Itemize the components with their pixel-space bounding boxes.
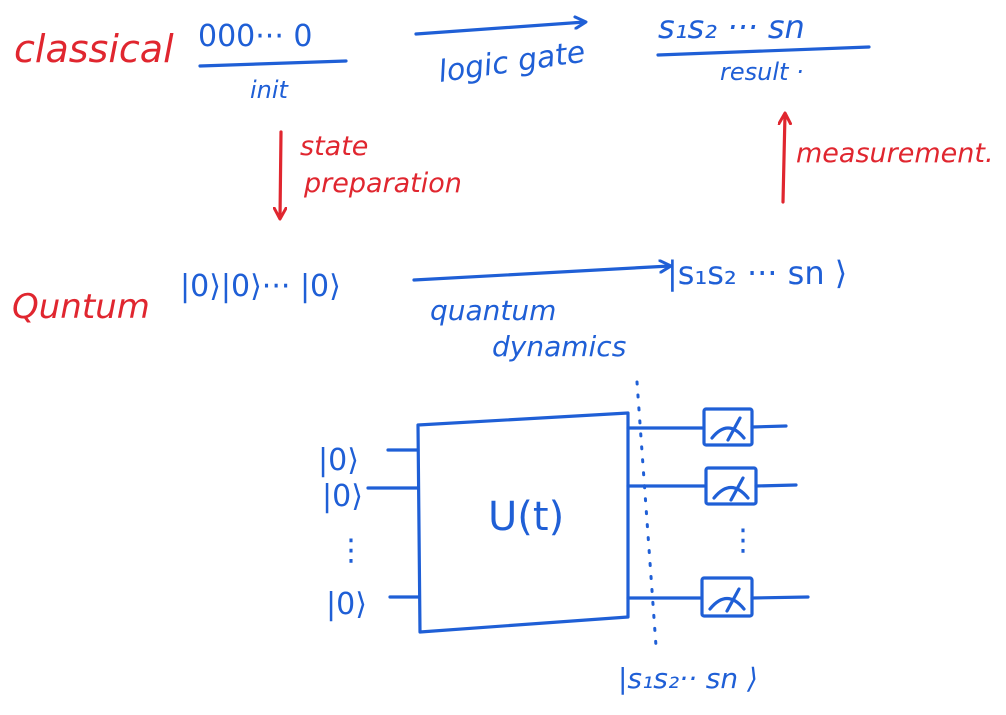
state-preparation-label-line1: state [300,131,368,162]
classical-row-label: classical [14,27,174,71]
post-measure-wire [750,424,788,429]
measurement-meter-icon [700,576,754,618]
classical-init-underline [198,59,348,68]
circuit-input-ellipsis: ⋮ [336,533,366,568]
classical-result-underline [656,45,871,57]
classical-result-label: result · [720,58,804,86]
measurement-meter-icon [702,407,754,447]
logic-gate-label: logic gate [436,35,587,90]
quantum-dynamics-label-line2: dynamics [492,330,626,363]
circuit-input-label: |0⟩ [322,479,363,514]
quantum-dynamics-arrow [412,266,670,282]
logic-gate-arrow [414,22,585,36]
classical-init-value: 000··· 0 [198,19,313,54]
circuit-input-label: |0⟩ [318,443,359,478]
quantum-row-label: Quntum [12,287,150,327]
quantum-init-state: |0⟩|0⟩··· |0⟩ [180,269,341,304]
unitary-gate-label: U(t) [488,494,564,540]
quantum-dynamics-label-line1: quantum [430,294,556,327]
measurement-label: measurement. [796,138,994,169]
measurement-meter-icon [704,466,758,506]
unitary-gate-box [416,411,630,634]
quantum-final-state: |s₁s₂ ··· sn ⟩ [667,254,847,292]
circuit-input-label: |0⟩ [326,587,367,622]
post-measure-wire [754,483,798,488]
circuit-output-state: |s₁s₂·· sn ⟩ [618,662,758,695]
measurement-barrier [635,380,658,648]
state-preparation-arrow [280,130,281,218]
post-measure-wire [750,595,810,600]
state-preparation-label-line2: preparation [303,168,462,199]
circuit: |0⟩ |0⟩ ⋮ |0⟩ U(t) [318,380,810,695]
classical-init-label: init [250,76,290,104]
classical-result-value: s₁s₂ ··· sn [658,8,805,46]
measurement-arrow [783,114,785,204]
meter-ellipsis: ⋮ [728,523,758,558]
